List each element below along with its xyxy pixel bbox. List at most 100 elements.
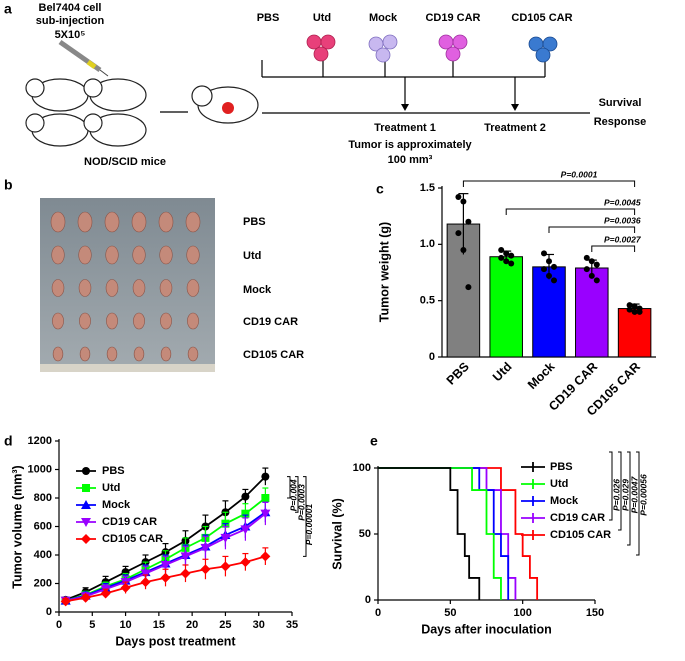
data-point (546, 258, 552, 265)
tumor (79, 312, 91, 330)
p-value: P=0.00056 (638, 474, 648, 516)
marker (81, 500, 91, 509)
p-value: P=0.0036 (604, 215, 641, 225)
legend-label: CD105 CAR (102, 533, 163, 545)
tumor (187, 346, 199, 362)
panel-label: e (370, 433, 378, 449)
data-point (583, 254, 590, 261)
y-tick-label: 1.5 (420, 182, 435, 194)
x-tick-label: 150 (586, 607, 604, 619)
data-point (455, 230, 462, 237)
data-point (636, 308, 643, 315)
data-point (588, 258, 595, 265)
bar (617, 308, 652, 358)
x-tick-label: 30 (253, 619, 265, 631)
y-tick-label: 1000 (28, 463, 52, 475)
p-value: P=0.0001 (561, 169, 598, 179)
bar (489, 256, 523, 358)
outcome-label: Survival (599, 97, 642, 109)
tumors (50, 211, 201, 362)
legend-label: PBS (550, 461, 573, 473)
y-tick-label: 0.5 (420, 295, 435, 307)
tumor (132, 279, 146, 297)
marker (160, 572, 171, 583)
row-label: CD105 CAR (243, 349, 304, 361)
data-point (551, 277, 557, 284)
marker (81, 518, 91, 527)
x-axis-label: Days post treatment (115, 634, 236, 648)
tumor-note: 100 mm³ (388, 154, 433, 166)
p-value: P=0.026 (611, 479, 621, 511)
x-tick-label: 35 (286, 619, 298, 631)
significance-bracket (303, 476, 307, 557)
tumor (159, 279, 173, 297)
p-value: P=0.0003 (296, 484, 306, 521)
ruler (40, 364, 215, 372)
outcome-label: Response (594, 116, 647, 128)
data-point (631, 308, 638, 315)
legend-label: Utd (550, 478, 568, 490)
cells (306, 34, 558, 63)
marker (240, 557, 251, 568)
tumor (105, 245, 119, 265)
data-point (465, 218, 472, 225)
panel-label: d (4, 433, 13, 449)
y-tick-label: 600 (34, 520, 52, 532)
marker (82, 484, 90, 492)
data-point (626, 302, 633, 309)
tumor (78, 245, 92, 265)
marker (240, 525, 251, 535)
marker (261, 494, 270, 502)
x-tick-label: 0 (56, 619, 62, 631)
data-point (460, 198, 467, 205)
tumor (51, 245, 65, 265)
needle (99, 69, 109, 77)
survival-curve (378, 467, 481, 600)
data-point (503, 258, 510, 265)
panel-label: a (4, 1, 12, 17)
bar (575, 267, 609, 358)
data-point (546, 272, 552, 279)
tumor (186, 245, 200, 265)
x-tick-label: 20 (186, 619, 198, 631)
significance-bracket (295, 476, 299, 513)
y-tick-label: 0 (429, 351, 435, 363)
tumor (79, 346, 91, 362)
x-tick-label: Utd (490, 360, 515, 385)
marker (60, 596, 71, 607)
group-label: Utd (313, 12, 331, 24)
data-point (503, 250, 510, 257)
p-value: P=0.00001 (304, 504, 314, 546)
marker (241, 492, 250, 501)
marker (140, 569, 151, 579)
row-label: CD19 CAR (243, 316, 298, 328)
tumor (133, 312, 145, 330)
marker (120, 582, 131, 593)
marker (100, 588, 111, 599)
tumor (222, 102, 234, 114)
legend-label: CD19 CAR (550, 512, 605, 524)
significance-bracket (548, 226, 636, 233)
x-tick-label: Mock (525, 360, 558, 393)
marker (82, 467, 90, 475)
significance-bracket (591, 245, 636, 252)
tumor (106, 312, 118, 330)
row-label: Mock (243, 284, 272, 296)
y-axis-label: Survival (%) (330, 498, 344, 570)
tumor-photo (40, 198, 215, 372)
data-point (631, 303, 638, 310)
tumor (77, 211, 93, 233)
arrow-head (511, 104, 519, 111)
data-point (626, 306, 633, 313)
tumor (159, 245, 173, 265)
p-value: P=0.0027 (604, 234, 642, 244)
arrow-head (401, 104, 409, 111)
y-tick-label: 1.0 (420, 238, 435, 250)
group-label: CD105 CAR (511, 12, 572, 24)
significance-bracket (287, 476, 291, 499)
tumor (52, 312, 64, 330)
survival-curve (378, 467, 502, 600)
x-tick-label: 0 (375, 607, 381, 619)
marker (180, 568, 191, 579)
